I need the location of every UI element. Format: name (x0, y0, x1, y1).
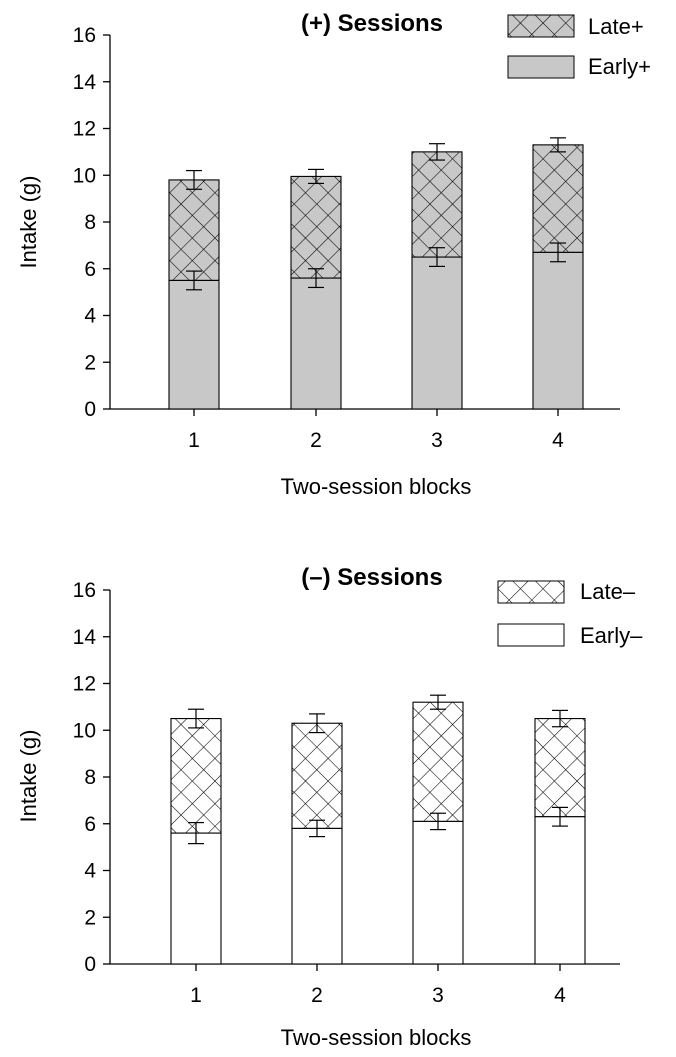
legend-label-late: Late+ (588, 14, 644, 39)
bar-early (532, 251, 584, 410)
bar-late (170, 718, 222, 834)
y-tick-label: 12 (73, 673, 96, 696)
y-tick-label: 8 (84, 211, 96, 234)
y-tick-label: 14 (73, 626, 97, 649)
y-tick-label: 12 (73, 118, 96, 141)
legend-swatch-early (507, 55, 575, 79)
bar-late (532, 144, 584, 253)
bar-late (290, 175, 342, 279)
x-tick-label: 3 (432, 984, 444, 1007)
legend-swatch-late (497, 580, 565, 604)
y-tick-label: 2 (84, 906, 96, 929)
bar-late (412, 701, 464, 822)
y-tick-label: 6 (84, 813, 96, 836)
legend-swatch-early (497, 623, 565, 647)
bar-late (291, 722, 343, 829)
bar-late (168, 179, 220, 281)
x-tick-label: 3 (431, 429, 443, 452)
chart-title: (–) Sessions (301, 564, 442, 591)
bar-early (534, 816, 586, 965)
y-tick-label: 0 (84, 398, 96, 421)
x-tick-label: 1 (188, 429, 200, 452)
bar-early (290, 277, 342, 410)
y-tick-label: 10 (73, 719, 96, 742)
y-tick-label: 14 (73, 71, 97, 94)
x-axis-label: Two-session blocks (281, 474, 472, 499)
legend: Late+ Early+ (507, 14, 651, 79)
x-tick-label: 4 (552, 429, 564, 452)
bar-late (534, 718, 586, 818)
bar-early (291, 827, 343, 965)
legend-label-early: Early+ (588, 54, 651, 79)
y-tick-label: 16 (73, 24, 96, 47)
y-tick-label: 10 (73, 164, 96, 187)
y-tick-label: 2 (84, 351, 96, 374)
y-axis-label: Intake (g) (16, 730, 41, 823)
bar-early (412, 820, 464, 965)
y-tick-label: 0 (84, 953, 96, 976)
x-tick-label: 1 (190, 984, 202, 1007)
y-axis-label: Intake (g) (16, 176, 41, 269)
y-tick-label: 8 (84, 766, 96, 789)
x-tick-label: 2 (310, 429, 322, 452)
bar-early (411, 256, 463, 410)
y-tick-label: 6 (84, 258, 96, 281)
y-tick-label: 16 (73, 579, 96, 602)
y-tick-label: 4 (84, 305, 96, 328)
x-tick-label: 2 (311, 984, 323, 1007)
y-tick-label: 4 (84, 860, 96, 883)
x-tick-label: 4 (554, 984, 566, 1007)
chart-title: (+) Sessions (301, 10, 443, 37)
legend-swatch-late (507, 14, 575, 38)
chart-panel-plus-sessions: (+) Sessions Intake (g) Two-session bloc… (16, 10, 651, 499)
legend-label-late: Late– (580, 579, 636, 604)
bar-late (411, 151, 463, 258)
legend: Late– Early– (497, 579, 643, 648)
x-axis-label: Two-session blocks (281, 1025, 472, 1050)
legend-label-early: Early– (580, 623, 643, 648)
chart-panel-minus-sessions: (–) Sessions Intake (g) Two-session bloc… (16, 564, 643, 1050)
bar-early (170, 832, 222, 965)
bar-early (168, 279, 220, 410)
